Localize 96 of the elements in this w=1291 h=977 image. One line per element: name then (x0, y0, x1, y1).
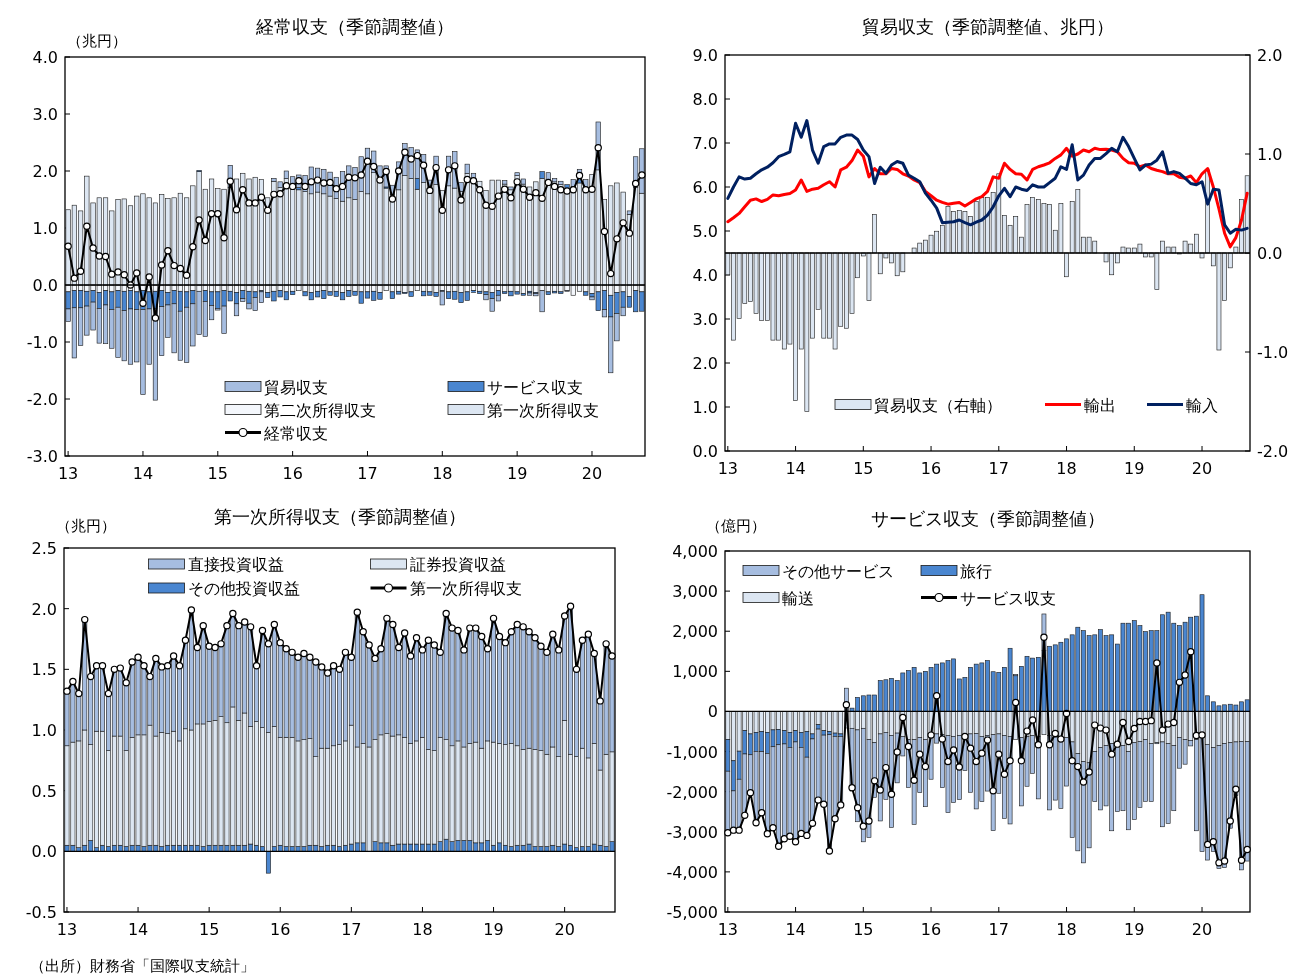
xtick: 13 (57, 464, 79, 483)
xtick: 15 (853, 920, 874, 939)
legend-label: 貿易収支（右軸） (874, 395, 1002, 415)
ytick: 1.0 (692, 398, 718, 417)
legend-label: 旅行 (960, 561, 992, 581)
legend-label: サービス収支 (487, 377, 583, 397)
ytick: 4,000 (672, 542, 718, 561)
ytick: 8.0 (692, 90, 718, 109)
legend-label: サービス収支 (960, 588, 1056, 608)
xtick: 16 (282, 464, 303, 483)
xtick: 19 (483, 920, 504, 939)
ytick: 4.0 (692, 266, 718, 285)
xtick: 18 (412, 920, 433, 939)
xtick: 17 (988, 459, 1009, 478)
ytick: 4.0 (32, 48, 58, 67)
title: 貿易収支（季節調整値、兆円） (861, 16, 1114, 37)
legend-label: 第二次所得収支 (264, 400, 376, 420)
xtick: 16 (920, 459, 942, 478)
ytick: 1,000 (672, 662, 718, 682)
legend-label: 第一次所得収支 (487, 400, 599, 420)
y2tick: 1.0 (1257, 145, 1283, 164)
legend-label: 輸送 (782, 588, 814, 608)
ytick: 2.5 (31, 539, 57, 558)
legend-label: 輸出 (1084, 395, 1116, 415)
xtick: 18 (1056, 459, 1077, 478)
legend-label: 証券投資収益 (409, 555, 506, 574)
xtick: 15 (199, 920, 220, 939)
xtick: 20 (1191, 459, 1213, 478)
ytick: 3.0 (32, 105, 58, 124)
title: サービス収支（季節調整値） (870, 508, 1105, 529)
xtick: 13 (56, 920, 78, 939)
legend-label: その他投資収益 (187, 579, 300, 598)
ytick: -0.5 (25, 903, 57, 922)
title: 第一次所得収支（季節調整値） (213, 506, 466, 527)
y2tick: -1.0 (1257, 343, 1289, 362)
xtick: 15 (207, 464, 228, 483)
xtick: 17 (341, 920, 362, 939)
y2tick: -2.0 (1257, 442, 1289, 461)
annotation: （出所）財務省「国際収支統計」 (30, 957, 255, 975)
legend-label: 貿易収支 (264, 377, 328, 397)
xtick: 16 (270, 920, 291, 939)
xtick: 14 (785, 459, 806, 478)
xtick: 18 (432, 464, 453, 483)
xtick: 19 (1124, 920, 1145, 939)
ytick: 2.0 (692, 354, 718, 373)
y2tick: 0.0 (1257, 244, 1283, 263)
ytick: 0.5 (31, 781, 57, 801)
ytick: 5.0 (692, 222, 718, 241)
ytick: 6.0 (692, 178, 718, 197)
ytick: 0.0 (692, 442, 718, 461)
ytick: -3,000 (666, 822, 718, 842)
ytick: 1.0 (31, 721, 57, 740)
legend-label: 経常収支 (264, 423, 328, 443)
xtick: 20 (1191, 920, 1213, 939)
xtick: 18 (1056, 920, 1077, 939)
ytick: -3.0 (26, 447, 58, 466)
xtick: 15 (853, 459, 874, 478)
xtick: 14 (132, 464, 154, 483)
xtick: 13 (717, 459, 738, 478)
ytick: -1,000 (666, 742, 718, 762)
legend-label: 輸入 (1186, 395, 1218, 415)
xtick: 16 (920, 920, 942, 939)
ytick: 7.0 (692, 134, 718, 153)
ytick: 2.0 (32, 162, 58, 181)
xtick: 19 (1124, 459, 1145, 478)
ytick: 9.0 (692, 46, 718, 65)
xtick: 17 (988, 920, 1009, 939)
ytick: -4,000 (666, 862, 718, 882)
ytick: 2,000 (672, 622, 718, 642)
ytick: 0.0 (32, 276, 58, 295)
ytick: -2,000 (666, 782, 718, 802)
ylabel: （兆円） (67, 32, 127, 50)
xtick: 14 (127, 920, 149, 939)
xtick: 19 (506, 464, 528, 483)
ytick: 0.0 (31, 842, 57, 862)
ytick: 1.5 (31, 660, 57, 680)
xtick: 20 (554, 920, 575, 939)
ytick: 3.0 (692, 310, 718, 329)
ytick: 2.0 (31, 599, 57, 619)
legend-label: 第一次所得収支 (409, 579, 522, 598)
ylabel: （兆円） (56, 517, 116, 535)
y2tick: 2.0 (1257, 46, 1283, 65)
xtick: 20 (581, 464, 603, 483)
title: 経常収支（季節調整値） (256, 16, 454, 37)
xtick: 13 (717, 920, 738, 939)
ytick: -5,000 (666, 903, 718, 922)
legend-label: その他サービス (782, 561, 894, 581)
ytick: 3,000 (672, 582, 718, 602)
ytick: -2.0 (26, 390, 58, 409)
xtick: 14 (785, 920, 806, 939)
legend-label: 直接投資収益 (187, 555, 284, 574)
xtick: 17 (357, 464, 378, 483)
ylabel: （億円） (706, 517, 766, 535)
ytick: 1.0 (32, 219, 58, 238)
ytick: 0 (707, 702, 718, 722)
ytick: -1.0 (26, 333, 58, 352)
